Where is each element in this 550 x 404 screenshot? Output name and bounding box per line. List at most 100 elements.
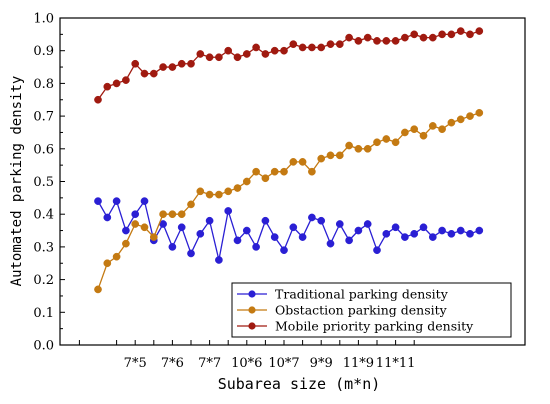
mobile-priority-point <box>410 30 419 39</box>
x-tick-label: 11*9 <box>343 356 374 371</box>
obstaction-point <box>196 187 205 196</box>
traditional-point <box>177 223 186 232</box>
traditional-point <box>447 229 456 238</box>
traditional-point <box>298 233 307 241</box>
obstaction-point <box>233 184 242 192</box>
obstaction-point <box>354 144 363 153</box>
traditional-point <box>233 236 242 245</box>
legend-traditional-marker <box>248 290 256 298</box>
traditional-point <box>401 233 409 241</box>
traditional-point <box>131 210 140 219</box>
y-tick-label: 0.4 <box>33 208 54 223</box>
mobile-priority-point <box>270 46 279 55</box>
mobile-priority-point <box>382 37 391 45</box>
obstaction-point <box>410 125 419 134</box>
mobile-priority-point <box>447 30 456 39</box>
obstaction-point <box>187 200 195 209</box>
mobile-priority-point <box>280 46 288 55</box>
traditional-point <box>438 226 446 235</box>
traditional-point <box>242 226 251 235</box>
obstaction-point <box>270 167 279 176</box>
obstaction-point <box>289 158 298 166</box>
obstaction-point <box>335 151 344 160</box>
obstaction-point <box>317 154 326 163</box>
mobile-priority-point <box>252 43 260 52</box>
traditional-point <box>419 223 428 232</box>
obstaction-point <box>140 223 149 232</box>
mobile-priority-point <box>475 27 484 35</box>
traditional-point <box>466 229 474 238</box>
y-tick-label: 0.3 <box>33 240 54 255</box>
mobile-priority-point <box>205 53 214 62</box>
traditional-point <box>475 226 484 235</box>
obstaction-point <box>261 174 270 183</box>
mobile-priority-point <box>187 59 195 68</box>
mobile-priority-point <box>289 40 298 49</box>
traditional-point <box>335 220 344 228</box>
mobile-priority-line <box>97 30 480 101</box>
obstaction-point <box>373 138 381 147</box>
x-tick-label: 9*9 <box>310 356 333 371</box>
obstaction-point <box>280 167 288 176</box>
traditional-point <box>103 213 112 222</box>
mobile-priority-point <box>363 33 372 42</box>
x-tick-label: 7*7 <box>198 356 221 371</box>
legend-mobile-priority-marker <box>248 322 256 330</box>
obstaction-line <box>97 112 480 290</box>
mobile-priority-point <box>466 30 474 39</box>
mobile-priority-point <box>196 50 205 58</box>
obstaction-point <box>131 220 140 228</box>
obstaction-point <box>149 233 158 241</box>
traditional-point <box>428 233 437 241</box>
traditional-point <box>373 246 381 255</box>
y-tick-label: 0.8 <box>33 77 54 92</box>
legend-traditional-label: Traditional parking density <box>275 287 449 302</box>
obstaction-point <box>345 141 353 150</box>
x-tick-label: 11*11 <box>376 356 416 371</box>
traditional-point <box>140 197 149 205</box>
traditional-point <box>196 229 205 238</box>
traditional-point <box>280 246 288 255</box>
obstaction-point <box>122 239 130 248</box>
x-tick-label: 7*6 <box>161 356 184 371</box>
mobile-priority-point <box>159 63 167 71</box>
obstaction-point <box>475 108 484 117</box>
traditional-point <box>317 216 326 225</box>
obstaction-point <box>363 144 372 153</box>
legend-obstaction-marker <box>248 306 256 314</box>
obstaction-point <box>382 135 391 143</box>
obstaction-point <box>215 190 223 199</box>
mobile-priority-point <box>317 43 326 52</box>
traditional-point <box>345 236 353 245</box>
mobile-priority-point <box>112 79 121 88</box>
obstaction-point <box>438 125 446 134</box>
traditional-point <box>289 223 298 232</box>
traditional-point <box>224 207 233 215</box>
obstaction-point <box>401 128 409 137</box>
y-tick-label: 1.0 <box>33 12 54 27</box>
traditional-point <box>270 233 279 241</box>
mobile-priority-point <box>122 76 130 84</box>
mobile-priority-point <box>149 69 158 78</box>
traditional-point <box>112 197 121 205</box>
mobile-priority-point <box>242 50 251 58</box>
obstaction-point <box>159 210 167 219</box>
traditional-point <box>205 216 214 225</box>
mobile-priority-point <box>261 50 270 58</box>
traditional-point <box>122 226 130 235</box>
y-tick-label: 0.6 <box>33 142 54 157</box>
traditional-point <box>261 216 270 225</box>
obstaction-point <box>447 118 456 127</box>
y-tick-label: 0.1 <box>33 306 54 321</box>
mobile-priority-point <box>438 30 446 39</box>
mobile-priority-point <box>224 46 233 55</box>
traditional-point <box>363 220 372 228</box>
traditional-point <box>308 213 316 222</box>
obstaction-point <box>252 167 260 176</box>
y-tick-label: 0.7 <box>33 110 54 125</box>
traditional-point <box>215 256 223 264</box>
traditional-point <box>252 243 260 251</box>
legend-obstaction-label: Obstaction parking density <box>275 303 448 318</box>
legend-box <box>231 282 512 338</box>
